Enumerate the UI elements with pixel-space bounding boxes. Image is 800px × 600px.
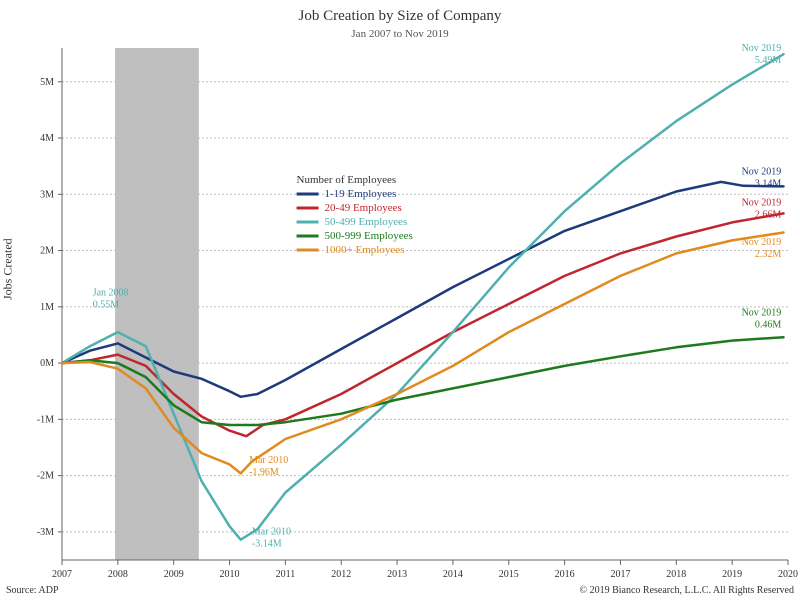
annotation-line1: Nov 2019: [742, 43, 782, 54]
y-tick-label: -2M: [37, 471, 54, 482]
recession-band: [115, 48, 199, 560]
annotation-line2: -3.14M: [252, 539, 282, 550]
x-tick-label: 2016: [555, 569, 575, 580]
legend-label: 1000+ Employees: [325, 244, 405, 256]
chart-container: Job Creation by Size of Company Jan 2007…: [0, 0, 800, 600]
annotation-line1: Nov 2019: [742, 198, 782, 209]
y-tick-label: 0M: [40, 358, 54, 369]
legend-label: 500-999 Employees: [325, 230, 413, 242]
x-tick-label: 2010: [220, 569, 240, 580]
x-tick-label: 2011: [276, 569, 296, 580]
legend-title: Number of Employees: [297, 174, 397, 186]
annotation-line2: 2.32M: [755, 249, 782, 260]
annotation-line2: -1.96M: [249, 467, 279, 478]
annotation-line1: Nov 2019: [742, 307, 782, 318]
annotation-line1: Mar 2010: [252, 527, 291, 538]
x-tick-label: 2018: [666, 569, 686, 580]
x-tick-label: 2019: [722, 569, 742, 580]
x-tick-label: 2009: [164, 569, 184, 580]
x-tick-label: 2020: [778, 569, 798, 580]
legend-label: 50-499 Employees: [325, 216, 408, 228]
x-tick-label: 2007: [52, 569, 72, 580]
legend-label: 20-49 Employees: [325, 202, 402, 214]
y-tick-label: 5M: [40, 77, 54, 88]
x-tick-label: 2012: [331, 569, 351, 580]
x-tick-label: 2015: [499, 569, 519, 580]
annotation-line1: Jan 2008: [93, 288, 129, 299]
y-tick-label: 3M: [40, 189, 54, 200]
y-tick-label: 4M: [40, 133, 54, 144]
annotation-line2: 5.49M: [755, 55, 782, 66]
y-tick-label: 1M: [40, 302, 54, 313]
annotation-line2: 3.14M: [755, 179, 782, 190]
annotation-line1: Nov 2019: [742, 167, 782, 178]
y-tick-label: 2M: [40, 246, 54, 257]
legend-label: 1-19 Employees: [325, 188, 397, 200]
annotation-line1: Mar 2010: [249, 455, 288, 466]
x-tick-label: 2014: [443, 569, 463, 580]
chart-svg: -3M -2M -1M 0M 1M 2M 3M 4M 5M 2007 2008 2009 2010 201…: [0, 0, 800, 600]
annotation-line2: 0.55M: [93, 300, 120, 311]
annotation-line1: Nov 2019: [742, 237, 782, 248]
annotation-line2: 0.46M: [755, 319, 782, 330]
y-tick-label: -1M: [37, 414, 54, 425]
x-tick-label: 2017: [610, 569, 630, 580]
x-tick-label: 2008: [108, 569, 128, 580]
x-tick-label: 2013: [387, 569, 407, 580]
annotation-line2: 2.66M: [755, 210, 782, 221]
y-tick-label: -3M: [37, 527, 54, 538]
